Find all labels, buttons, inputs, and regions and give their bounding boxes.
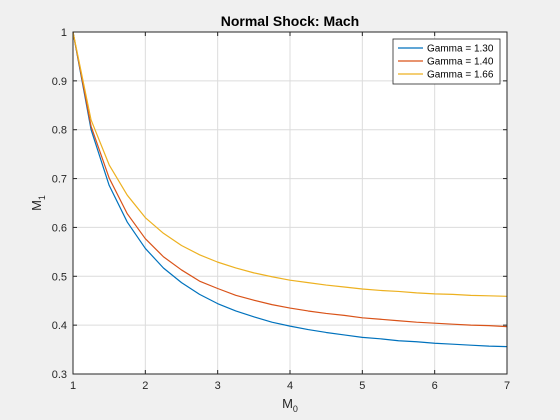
chart-title: Normal Shock: Mach [221, 13, 359, 29]
plot-lines [72, 31, 508, 348]
x-tick-labels: 1 2 3 4 5 6 7 [70, 380, 510, 392]
y-tick-label: 1 [61, 27, 67, 39]
x-tick-label: 3 [215, 380, 221, 392]
y-tick-label: 0.9 [52, 76, 67, 88]
x-tick-label: 2 [142, 380, 148, 392]
y-tick-label: 0.3 [52, 369, 67, 381]
y-tick-label: 0.5 [52, 271, 67, 283]
series-line-1 [72, 31, 508, 348]
y-tick-label: 0.8 [52, 125, 67, 137]
y-tick-label: 0.7 [52, 174, 67, 186]
tick-marks [72, 31, 508, 375]
y-tick-label: 0.4 [52, 320, 67, 332]
legend-label: Gamma = 1.66 [427, 70, 494, 81]
x-tick-label: 1 [70, 380, 76, 392]
series-line-3 [72, 31, 508, 297]
x-tick-label: 7 [504, 380, 510, 392]
y-axis-label: M1 [29, 195, 47, 211]
series-line-2 [72, 31, 508, 328]
x-tick-label: 5 [359, 380, 365, 392]
y-tick-labels: 0.3 0.4 0.5 0.6 0.7 0.8 0.9 1 [52, 27, 67, 381]
legend: Gamma = 1.30 Gamma = 1.40 Gamma = 1.66 [392, 38, 501, 85]
x-tick-label: 4 [287, 380, 293, 392]
legend-label: Gamma = 1.30 [427, 44, 494, 55]
x-tick-label: 6 [432, 380, 438, 392]
x-axis-label: M0 [282, 396, 298, 414]
y-tick-label: 0.6 [52, 222, 67, 234]
legend-label: Gamma = 1.40 [427, 57, 494, 68]
